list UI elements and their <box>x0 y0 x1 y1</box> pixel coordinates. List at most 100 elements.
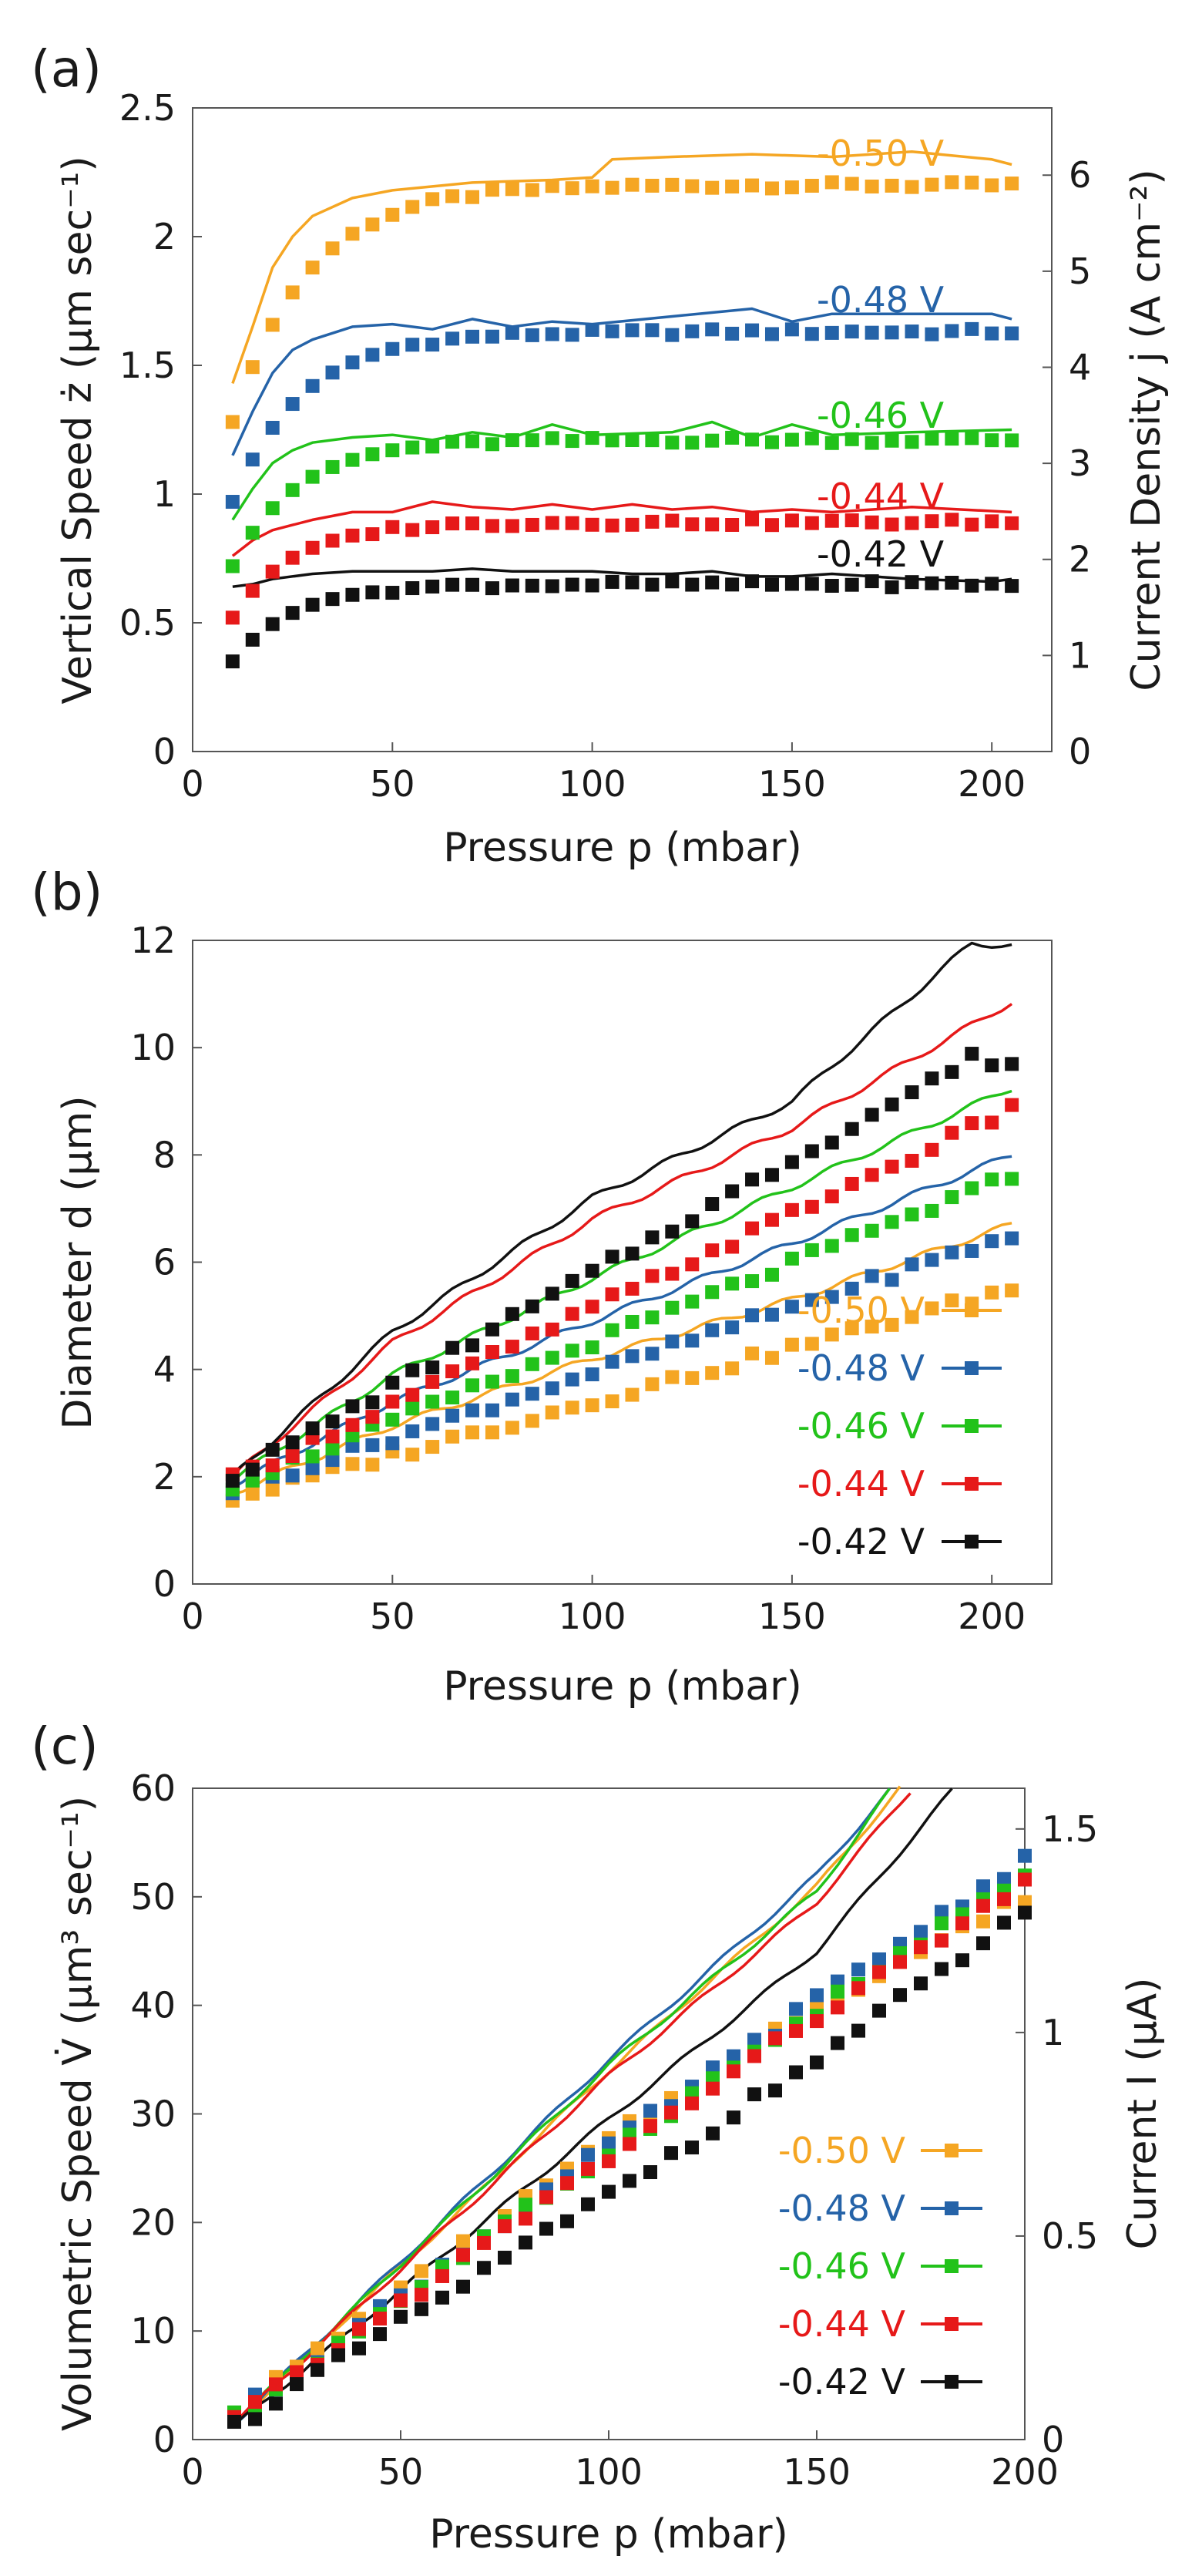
series-marker--0.42 V <box>985 577 999 591</box>
series-marker--0.46 V <box>525 433 539 448</box>
series-marker--0.48 V <box>285 397 300 412</box>
legend-marker <box>945 2259 959 2273</box>
series-marker--0.44 V <box>456 2248 470 2262</box>
series-marker--0.46 V <box>844 1228 859 1243</box>
legend-marker <box>945 2317 959 2331</box>
series-marker--0.44 V <box>725 1239 740 1254</box>
series-marker--0.44 V <box>539 2190 553 2204</box>
series-marker--0.42 V <box>505 578 519 593</box>
panel-a-ylabel: Vertical Speed ż (µm sec⁻¹) <box>55 156 101 704</box>
x-tick-label: 0 <box>181 763 203 805</box>
series-marker--0.42 V <box>311 2362 324 2377</box>
series-marker--0.44 V <box>605 1287 619 1302</box>
series-marker--0.42 V <box>498 2251 512 2265</box>
series-marker--0.46 V <box>465 434 480 449</box>
series-marker--0.50 V <box>764 181 779 196</box>
series-marker--0.46 V <box>565 434 579 449</box>
series-marker--0.42 V <box>456 2279 470 2294</box>
series-marker--0.50 V <box>585 1398 599 1413</box>
series-marker--0.42 V <box>285 606 300 620</box>
series-marker--0.48 V <box>1018 1848 1032 1863</box>
series-marker--0.46 V <box>804 1243 819 1257</box>
series-marker--0.46 V <box>764 1267 779 1282</box>
series-marker--0.44 V <box>831 2000 844 2015</box>
series-marker--0.44 V <box>545 516 559 530</box>
series-marker--0.48 V <box>905 1257 919 1272</box>
series-marker--0.46 V <box>465 1378 480 1393</box>
series-marker--0.44 V <box>435 2268 449 2283</box>
series-marker--0.46 V <box>245 1473 260 1488</box>
series-marker--0.46 V <box>905 1207 919 1222</box>
series-marker--0.44 V <box>602 2154 616 2168</box>
series-marker--0.42 V <box>985 1058 999 1073</box>
y2-tick-label: 3 <box>1069 442 1091 484</box>
series-marker--0.42 V <box>976 1936 990 1951</box>
series-marker--0.48 V <box>325 1453 340 1468</box>
series-marker--0.48 V <box>784 322 799 337</box>
series-marker--0.48 V <box>985 326 999 341</box>
series-marker--0.42 V <box>585 1263 599 1278</box>
series-marker--0.50 V <box>725 1361 740 1376</box>
series-marker--0.50 V <box>415 2264 428 2278</box>
series-marker--0.46 V <box>784 432 799 447</box>
series-marker--0.50 V <box>525 1414 539 1428</box>
series-marker--0.42 V <box>415 2302 428 2316</box>
series-marker--0.46 V <box>685 435 700 450</box>
series-marker--0.48 V <box>725 1320 740 1335</box>
series-marker--0.48 V <box>764 327 779 341</box>
series-marker--0.42 V <box>485 1322 499 1337</box>
series-marker--0.46 V <box>519 2198 532 2212</box>
series-marker--0.48 V <box>885 325 899 340</box>
series-marker--0.48 V <box>747 2033 761 2047</box>
series-marker--0.50 V <box>605 1394 619 1409</box>
y2-tick-label: 4 <box>1069 346 1091 388</box>
panel-a-x-ticks: 0 50 100 150 200 <box>181 742 1026 805</box>
series-marker--0.48 V <box>465 329 480 344</box>
series-marker--0.42 V <box>997 1915 1011 1930</box>
series-marker--0.42 V <box>643 2165 657 2180</box>
series-marker--0.42 V <box>581 2197 595 2211</box>
series-marker--0.44 V <box>914 1940 928 1955</box>
series-marker--0.48 V <box>844 325 859 339</box>
series-marker--0.42 V <box>525 578 539 593</box>
panel-a-xlabel: Pressure p (mbar) <box>443 825 802 871</box>
series-marker--0.44 V <box>581 2161 595 2176</box>
series-marker--0.42 V <box>685 2141 699 2155</box>
series-marker--0.44 V <box>810 2014 824 2029</box>
series-line--0.42 V <box>231 941 1012 1475</box>
series-marker--0.42 V <box>394 2309 408 2324</box>
series-marker--0.50 V <box>844 1321 859 1336</box>
series-marker--0.48 V <box>965 1243 979 1258</box>
series-marker--0.42 V <box>465 1338 480 1353</box>
series-marker--0.48 V <box>605 1354 619 1369</box>
series-marker--0.42 V <box>269 2396 283 2411</box>
series-marker--0.42 V <box>844 1122 859 1136</box>
series-marker--0.46 V <box>824 435 839 450</box>
series-marker--0.50 V <box>311 2341 324 2356</box>
series-marker--0.42 V <box>545 1286 559 1301</box>
series-marker--0.48 V <box>325 365 340 380</box>
series-marker--0.42 V <box>764 1168 779 1182</box>
legend-marker <box>965 1361 979 1375</box>
series-marker--0.48 V <box>997 1871 1011 1886</box>
series-marker--0.46 V <box>705 1285 720 1300</box>
series-marker--0.50 V <box>976 1914 990 1929</box>
series-marker--0.48 V <box>985 1234 999 1249</box>
series-marker--0.46 V <box>545 431 559 446</box>
series-marker--0.50 V <box>645 1377 660 1391</box>
series-marker--0.50 V <box>885 178 899 193</box>
series-marker--0.44 V <box>345 1417 360 1432</box>
series-marker--0.50 V <box>385 207 400 222</box>
series-marker--0.44 V <box>345 528 360 543</box>
series-marker--0.44 V <box>445 516 460 531</box>
series-marker--0.44 V <box>997 1892 1011 1906</box>
series-marker--0.44 V <box>425 1374 440 1389</box>
series-marker--0.46 V <box>965 431 979 446</box>
x-tick-label: 100 <box>559 763 626 805</box>
panel-b-legend: -0.50 V -0.48 V -0.46 V -0.44 V -0.42 V <box>797 1290 1002 1562</box>
legend-label: -0.42 V <box>797 1521 925 1562</box>
legend-label: -0.46 V <box>797 1405 925 1447</box>
series-marker--0.44 V <box>965 517 979 532</box>
series-marker--0.48 V <box>643 2104 657 2118</box>
series-marker--0.46 V <box>925 1203 939 1218</box>
